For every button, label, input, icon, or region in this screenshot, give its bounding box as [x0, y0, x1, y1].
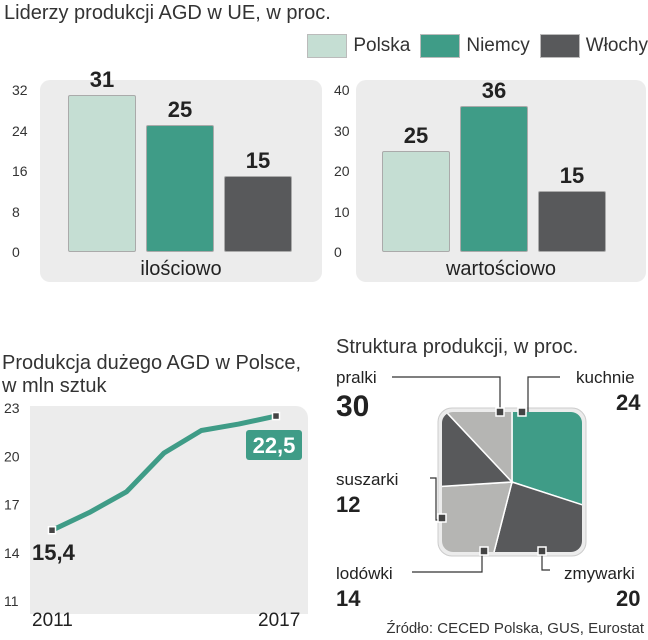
bar-polska [68, 95, 136, 252]
pie-value-lodowki: 14 [336, 586, 361, 611]
y-tick-label: 30 [334, 122, 350, 139]
pie-label-kuchnie: kuchnie [576, 368, 635, 387]
y-tick-label: 0 [334, 244, 342, 260]
chart-legend: Polska Niemcy Włochy [307, 34, 648, 58]
end-value-label: 22,5 [253, 433, 296, 458]
pie-label-pralki: pralki [336, 368, 377, 387]
top-chart-title: Liderzy produkcji AGD w UE, w proc. [4, 2, 331, 24]
pie-slice-pralki [511, 412, 582, 530]
legend-item-wlochy: Włochy [539, 34, 648, 58]
legend-swatch-niemcy [420, 34, 461, 58]
pie-slice-zmywarki [442, 481, 513, 552]
bar-niemcy [460, 106, 528, 252]
bar-włochy [224, 176, 292, 252]
pie-label-zmywarki: zmywarki [564, 564, 635, 583]
pie-value-zmywarki: 20 [616, 586, 641, 611]
bar-niemcy [146, 125, 214, 252]
leader-marker [495, 407, 505, 417]
bar-polska [382, 150, 450, 252]
line-endpoint-marker [271, 411, 281, 421]
legend-label-niemcy: Niemcy [466, 35, 530, 56]
y-tick-label: 11 [4, 593, 19, 609]
leader-marker [517, 407, 527, 417]
y-tick-label: 40 [334, 82, 350, 98]
pie-chart [392, 376, 587, 573]
start-value-label: 15,4 [32, 540, 76, 565]
bar-value-label: 25 [403, 122, 429, 148]
legend-swatch-polska [307, 34, 348, 58]
y-tick-label: 32 [12, 82, 28, 98]
y-tick-label: 17 [4, 497, 20, 513]
line-chart-panel [30, 406, 308, 614]
pie-value-suszarki: 12 [336, 492, 361, 517]
pie-value-pralki: 30 [336, 390, 370, 423]
leader-marker [537, 546, 547, 556]
leader-marker [479, 546, 489, 556]
pie-label-suszarki: suszarki [336, 470, 399, 489]
production-line [50, 413, 277, 533]
y-tick-label: 0 [12, 244, 20, 260]
bar-value-label: 36 [481, 78, 507, 104]
y-tick-label: 14 [4, 545, 20, 561]
leader-line [412, 552, 483, 573]
pie-slices [442, 412, 582, 552]
bar-value-label: 15 [559, 163, 585, 189]
line-chart-title: Produkcja dużego AGD w Polsce, w mln szt… [2, 352, 302, 397]
line-endpoint-marker [47, 525, 57, 535]
y-tick-label: 20 [4, 448, 20, 464]
legend-item-polska: Polska [307, 34, 410, 58]
y-tick-label: 8 [12, 203, 20, 220]
legend-swatch-wlochy [539, 34, 580, 58]
x-tick-label: 2011 [32, 610, 73, 631]
pie-chart-title: Struktura produkcji, w proc. [336, 336, 579, 358]
pie-value-kuchnie: 24 [616, 390, 641, 415]
pie-slice-suszarki [442, 412, 513, 484]
legend-item-niemcy: Niemcy [420, 34, 530, 58]
leader-marker [437, 513, 447, 523]
end-value-badge [246, 430, 302, 461]
x-tick-label: 2017 [258, 610, 300, 631]
y-tick-label: 20 [334, 163, 350, 179]
y-tick-label: 16 [12, 163, 28, 179]
bar-value-label: 31 [89, 67, 115, 93]
leader-line [541, 552, 550, 571]
bar-włochy [538, 191, 606, 252]
pie-slice-kuchnie [473, 481, 582, 552]
leader-line [527, 376, 560, 412]
leader-line [392, 376, 501, 412]
pie-label-lodowki: lodówki [336, 564, 393, 583]
bar-value-label: 15 [245, 148, 271, 174]
y-tick-label: 10 [334, 203, 350, 220]
legend-label-polska: Polska [353, 35, 411, 56]
bar-value-label: 25 [167, 97, 193, 123]
legend-label-wlochy: Włochy [585, 35, 648, 56]
source-note: Źródło: CECED Polska, GUS, Eurostat [386, 620, 644, 637]
category-label-quantity: ilościowo [140, 258, 222, 280]
pie-slice-lodowki [442, 412, 514, 493]
y-tick-label: 23 [4, 400, 20, 416]
y-tick-label: 24 [12, 122, 28, 139]
category-label-value: wartościowo [445, 258, 557, 280]
